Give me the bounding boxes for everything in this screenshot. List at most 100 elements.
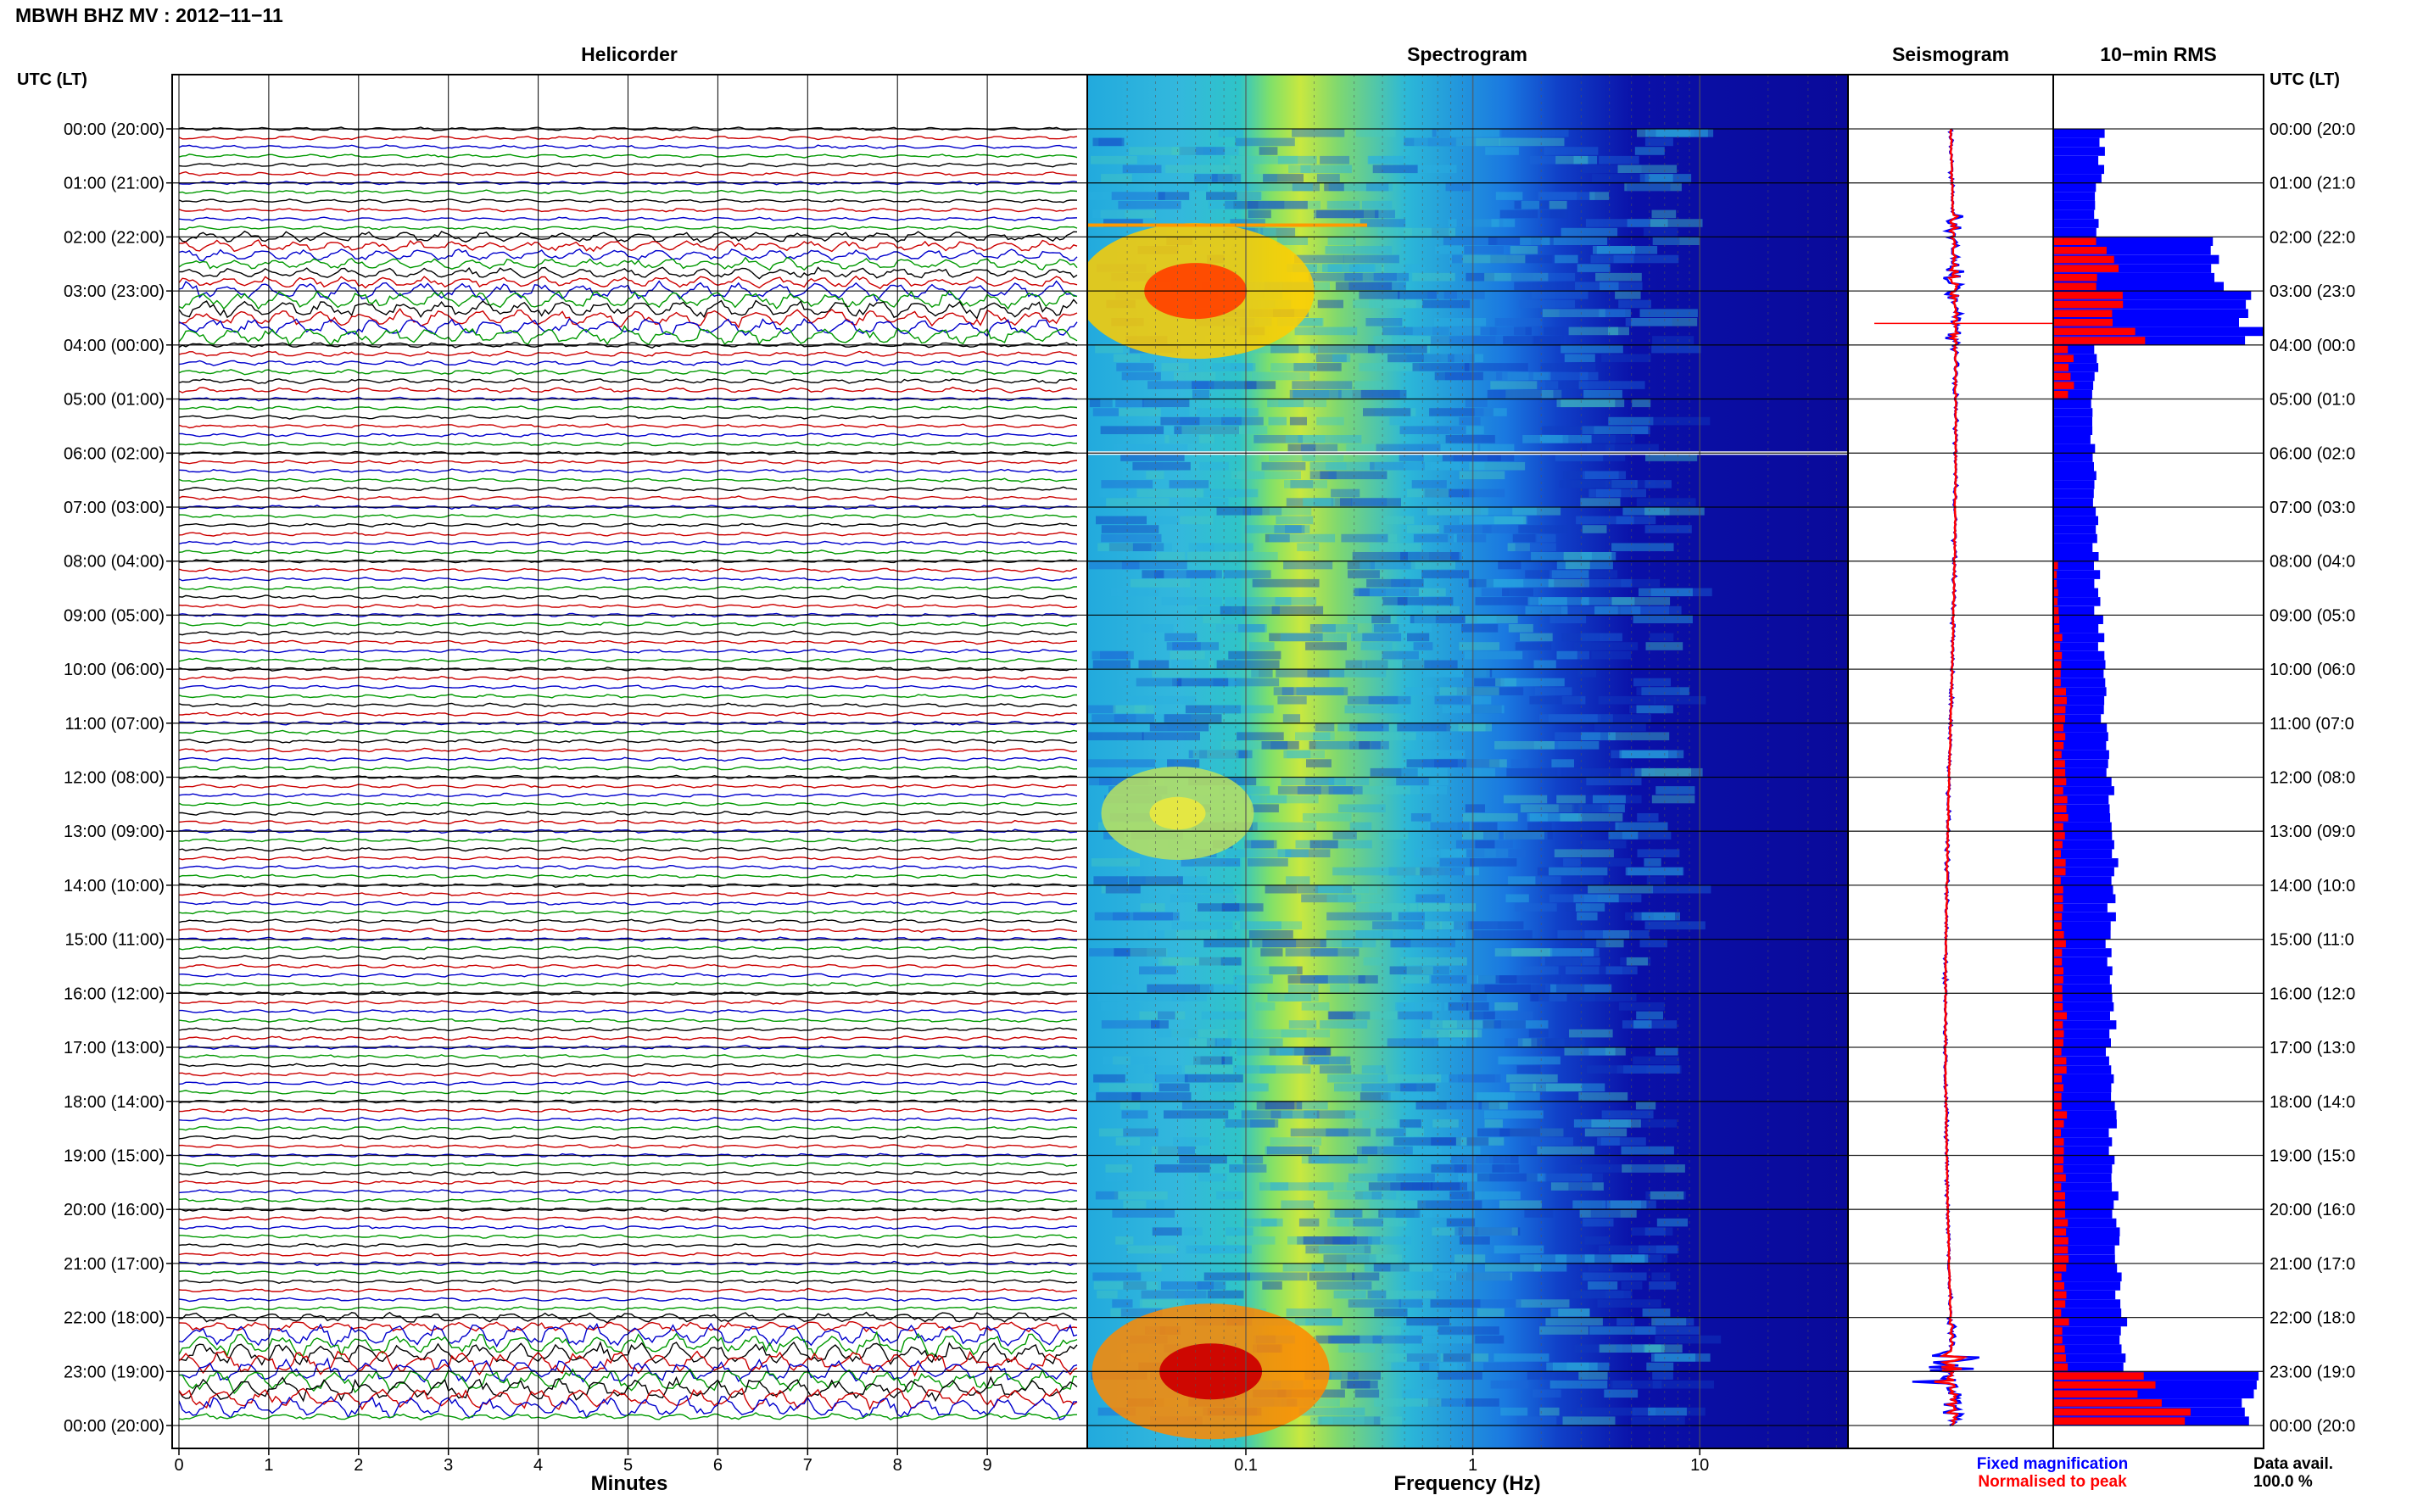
- spectrogram-texture: [1105, 1173, 1131, 1182]
- spectrogram-texture: [1140, 903, 1165, 912]
- spectrogram-texture: [1453, 453, 1497, 461]
- spectrogram-texture: [1360, 561, 1417, 570]
- spectrogram-texture: [1515, 543, 1556, 551]
- rms-normalised-bar: [2053, 850, 2061, 857]
- spectrogram-texture: [1622, 750, 1669, 759]
- rms-fixed-bar: [2053, 822, 2112, 832]
- spectrogram-texture: [1422, 299, 1471, 309]
- spectrogram-texture: [1251, 840, 1274, 849]
- spectrogram-texture: [1247, 200, 1308, 209]
- rms-fixed-bar: [2053, 291, 2252, 300]
- spectrogram-texture: [1220, 605, 1247, 615]
- time-tick-label-left: 20:00 (16:00): [64, 1201, 165, 1219]
- rms-normalised-bar: [2053, 1111, 2068, 1119]
- rms-fixed-bar: [2053, 849, 2113, 858]
- spectrogram-texture: [1639, 939, 1667, 948]
- time-tick-label-right: 18:00 (14:0: [2270, 1093, 2355, 1112]
- rms-normalised-bar: [2053, 255, 2114, 264]
- spectrogram-texture: [1347, 615, 1374, 623]
- minute-tick-label: 5: [623, 1456, 633, 1475]
- spectrogram-texture: [1410, 903, 1477, 912]
- spectrogram-texture: [1092, 408, 1119, 416]
- rms-normalised-bar: [2053, 1408, 2191, 1416]
- spectrogram-texture: [1141, 1290, 1175, 1299]
- spectrogram-texture: [1572, 804, 1602, 812]
- rms-normalised-bar: [2053, 976, 2063, 984]
- spectrogram-texture: [1583, 1218, 1614, 1227]
- rms-fixed-bar: [2053, 867, 2114, 877]
- spectrogram-texture: [1370, 767, 1418, 777]
- spectrogram-texture: [1266, 795, 1319, 804]
- spectrogram-texture: [1601, 1110, 1654, 1119]
- spectrogram-texture: [1317, 884, 1343, 894]
- spectrogram-texture: [1531, 552, 1592, 561]
- spectrogram-texture: [1134, 705, 1154, 714]
- spectrogram-texture: [1593, 246, 1636, 254]
- spectrogram-texture: [1438, 1326, 1467, 1335]
- spectrogram-texture: [1554, 849, 1614, 857]
- time-tick-label-left: 23:00 (19:00): [64, 1363, 165, 1381]
- spectrogram-texture: [1454, 1272, 1513, 1281]
- spectrogram-texture: [1395, 1002, 1415, 1011]
- spectrogram-texture: [1635, 1101, 1656, 1110]
- time-tick-label-left: 08:00 (04:00): [64, 553, 165, 572]
- spectrogram-texture: [1237, 471, 1301, 480]
- legend-normalised-to-peak: Normalised to peak: [1978, 1473, 2127, 1491]
- rms-fixed-bar: [2053, 650, 2105, 661]
- spectrogram-texture: [1489, 326, 1526, 336]
- rms-normalised-bar: [2053, 354, 2074, 363]
- spectrogram-texture: [1651, 884, 1711, 894]
- spectrogram-texture: [1298, 435, 1362, 444]
- spectrogram-texture: [1443, 291, 1485, 299]
- spectrogram-texture: [1480, 507, 1537, 516]
- spectrogram-texture: [1577, 669, 1597, 678]
- spectrogram-texture: [1354, 1191, 1382, 1200]
- spectrogram-texture: [1241, 1110, 1293, 1119]
- spectrogram-texture: [1393, 1137, 1461, 1146]
- rms-normalised-bar: [2053, 1354, 2066, 1362]
- spectrogram-texture: [1499, 137, 1565, 147]
- spectrogram-texture: [1359, 363, 1420, 371]
- spectrogram-texture: [1276, 1047, 1304, 1056]
- spectrogram-texture: [1496, 371, 1533, 381]
- spectrogram-texture: [1423, 605, 1460, 615]
- spectrogram-texture: [1402, 660, 1458, 669]
- spectrogram-texture: [1310, 948, 1360, 957]
- spectrogram-texture: [1287, 264, 1343, 272]
- spectrogram-texture: [1611, 597, 1671, 605]
- frequency-tick-label: 0.1: [1234, 1456, 1258, 1475]
- spectrogram-texture: [1369, 1254, 1403, 1263]
- spectrogram-texture: [1649, 1281, 1677, 1290]
- rms-fixed-bar: [2053, 1155, 2115, 1165]
- rms-normalised-bar: [2053, 877, 2061, 884]
- spectrogram-texture: [1387, 1038, 1438, 1046]
- spectrogram-texture: [1465, 804, 1485, 812]
- rms-fixed-bar: [2053, 1020, 2117, 1029]
- spectrogram-texture: [1599, 155, 1639, 165]
- spectrogram-texture: [1277, 849, 1309, 857]
- spectrogram-texture: [1100, 408, 1153, 416]
- spectrogram-texture: [1164, 633, 1198, 642]
- spectrogram-texture: [1311, 1155, 1368, 1164]
- spectrogram-texture: [1480, 444, 1515, 453]
- spectrogram-texture: [1633, 1056, 1680, 1065]
- spectrogram-texture: [1645, 129, 1714, 137]
- spectrogram-texture: [1395, 1209, 1421, 1218]
- spectrogram-texture: [1620, 957, 1651, 966]
- spectrogram-texture: [1588, 1281, 1618, 1290]
- spectrogram-texture: [1561, 767, 1629, 777]
- spectrogram-texture: [1428, 1074, 1458, 1083]
- spectrogram-texture: [1378, 1074, 1442, 1083]
- rms-normalised-bar: [2053, 1012, 2067, 1020]
- rms-normalised-bar: [2053, 606, 2059, 615]
- spectrogram-texture: [1203, 1272, 1250, 1281]
- spectrogram-texture: [1365, 182, 1389, 192]
- spectrogram-texture: [1455, 1137, 1505, 1146]
- spectrogram-texture: [1539, 1326, 1589, 1335]
- rms-normalised-bar: [2053, 382, 2074, 389]
- spectrogram-texture: [1442, 921, 1471, 929]
- spectrogram-texture: [1533, 1083, 1583, 1092]
- spectrogram-texture: [1584, 894, 1642, 903]
- spectrogram-texture: [1390, 1182, 1430, 1191]
- spectrogram-texture: [1378, 831, 1409, 840]
